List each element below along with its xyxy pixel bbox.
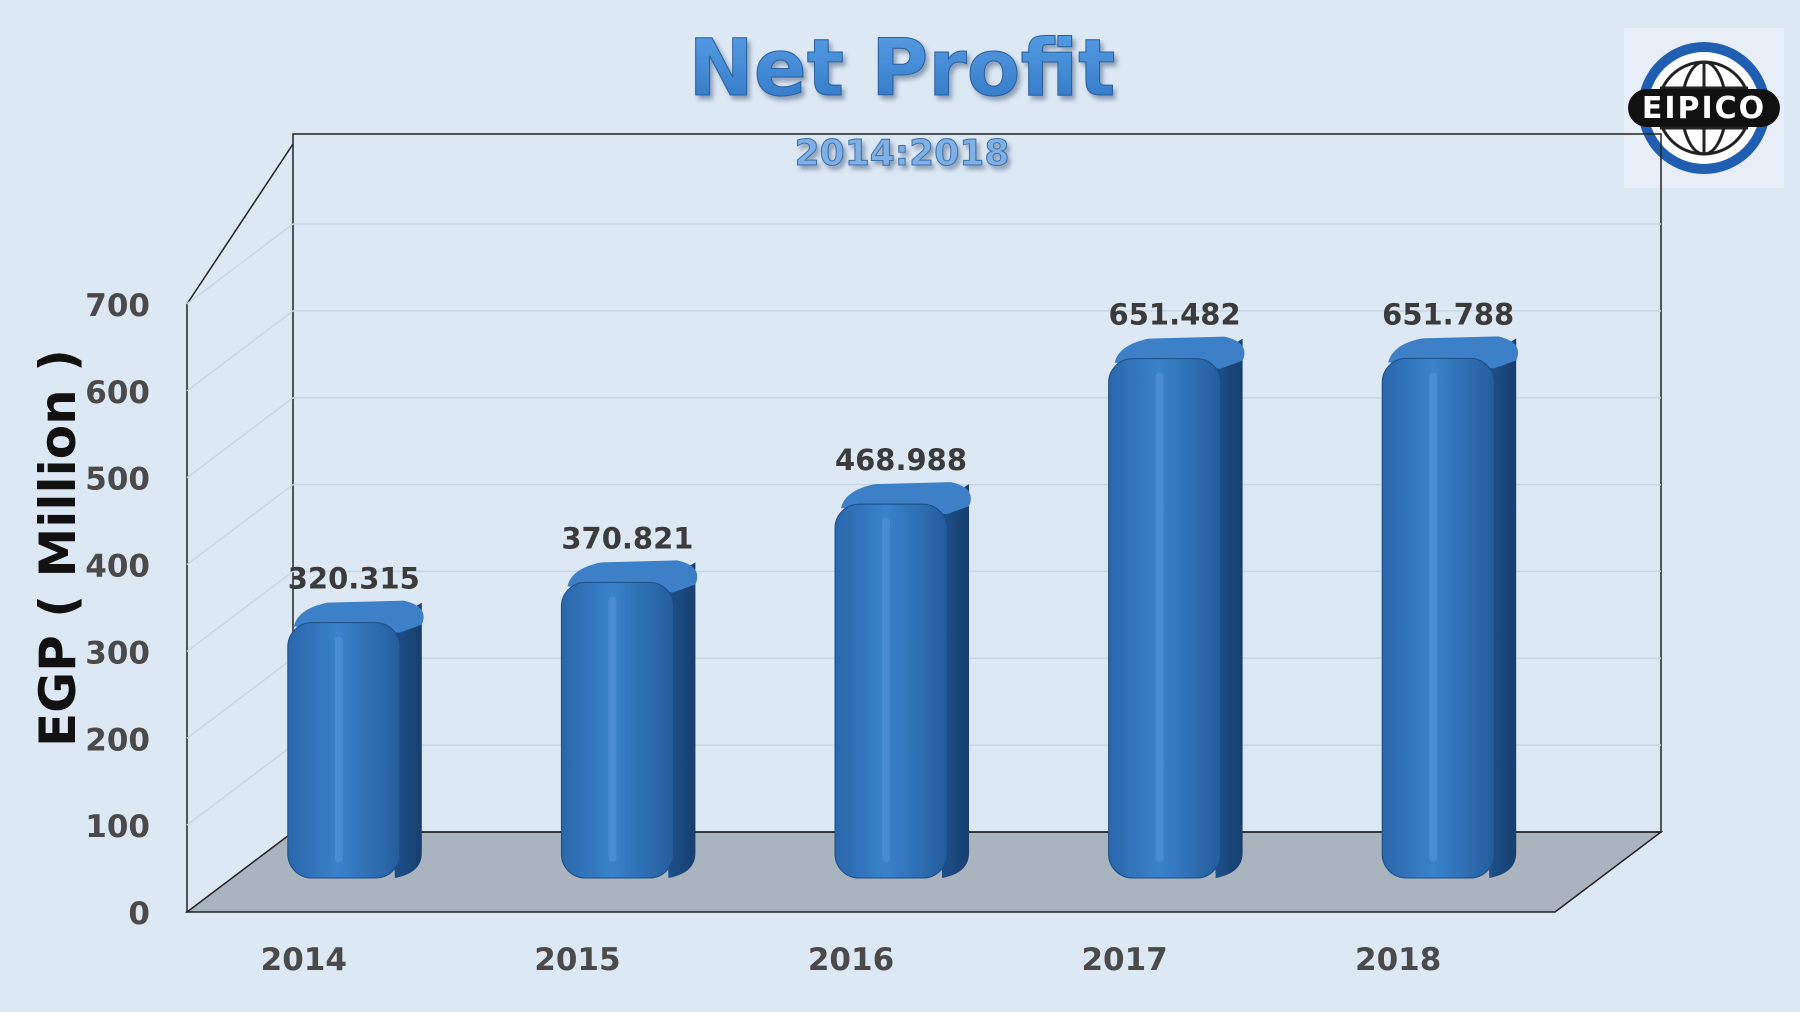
bar-highlight bbox=[1429, 372, 1438, 862]
bar: 468.988 bbox=[834, 443, 971, 879]
y-tick-label: 400 bbox=[85, 549, 150, 585]
data-label: 651.788 bbox=[1382, 297, 1514, 331]
chart-subtitle: 2014:2018 bbox=[795, 133, 1010, 174]
x-tick-label: 2016 bbox=[808, 942, 894, 978]
y-tick-label: 500 bbox=[85, 462, 150, 498]
logo-text: EIPICO bbox=[1642, 91, 1766, 126]
y-tick-label: 0 bbox=[128, 896, 150, 932]
y-tick-label: 200 bbox=[85, 722, 150, 758]
gridline-wall bbox=[186, 744, 294, 826]
bar-front bbox=[560, 581, 674, 879]
y-tick-label: 100 bbox=[85, 809, 150, 845]
data-label: 320.315 bbox=[288, 562, 420, 596]
bar-front bbox=[287, 622, 401, 879]
bar: 320.315 bbox=[287, 562, 424, 879]
company-logo: EIPICO bbox=[1624, 28, 1784, 188]
x-axis-ticks: 2014 2015 2016 2017 2018 bbox=[261, 942, 1442, 978]
bar-highlight bbox=[334, 636, 343, 862]
y-axis-label: EGP ( Million ) bbox=[29, 349, 87, 747]
bar-front bbox=[834, 503, 948, 879]
chart-title: Net Profit bbox=[689, 24, 1116, 114]
gridline-wall bbox=[186, 657, 294, 739]
y-tick-label: 300 bbox=[85, 635, 150, 671]
data-label: 468.988 bbox=[835, 443, 967, 477]
bar-front bbox=[1108, 358, 1222, 879]
x-tick-label: 2017 bbox=[1081, 942, 1167, 978]
x-tick-label: 2015 bbox=[534, 942, 620, 978]
gridline-wall bbox=[186, 310, 294, 392]
data-label: 651.482 bbox=[1109, 298, 1241, 332]
bar-highlight bbox=[1155, 372, 1164, 862]
bar: 370.821 bbox=[560, 521, 698, 879]
bar-highlight bbox=[882, 518, 891, 862]
bar-front bbox=[1381, 357, 1495, 879]
bar-highlight bbox=[608, 596, 617, 862]
gridline-wall bbox=[186, 570, 294, 653]
gridline-wall bbox=[186, 397, 294, 479]
y-tick-label: 700 bbox=[85, 288, 150, 324]
x-tick-label: 2018 bbox=[1355, 942, 1441, 978]
gridline-wall bbox=[186, 483, 294, 566]
chart-back-wall bbox=[292, 133, 1662, 833]
left-wall-edge bbox=[186, 143, 294, 305]
bar: 651.788 bbox=[1381, 297, 1519, 879]
gridline-wall bbox=[186, 223, 294, 305]
bar: 651.482 bbox=[1108, 298, 1245, 879]
x-tick-label: 2014 bbox=[261, 942, 347, 978]
y-tick-label: 600 bbox=[85, 375, 150, 411]
bars: 320.315 370.821 468.988 651.482 651.788 bbox=[287, 297, 1519, 879]
data-label: 370.821 bbox=[561, 521, 693, 555]
y-axis-ticks: 0 100 200 300 400 500 600 700 bbox=[85, 288, 150, 932]
